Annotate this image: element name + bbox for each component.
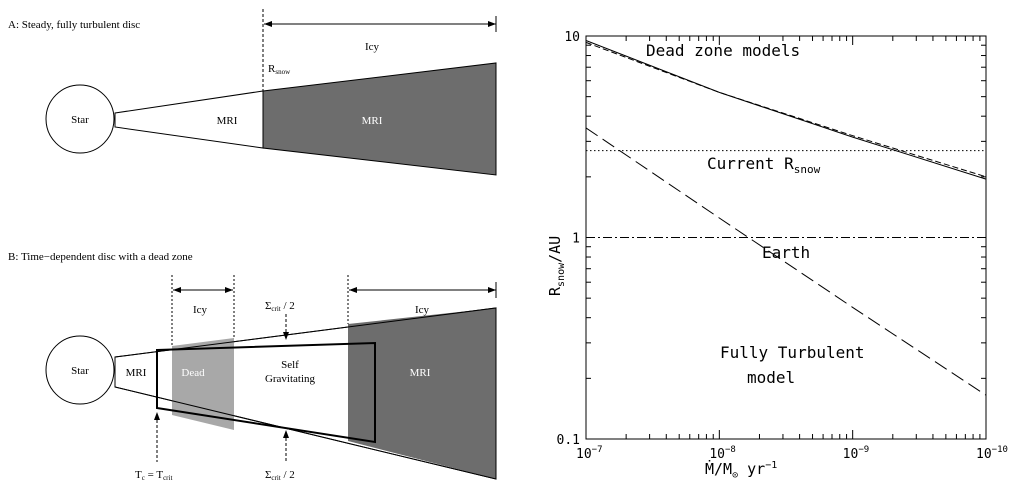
panel-b-icy-right-head-r xyxy=(488,287,496,293)
panel-b-tc-label: Tc = Tcrit xyxy=(135,469,172,482)
panel-b-sigma-bottom-head xyxy=(283,430,289,438)
series-line-dashed-short xyxy=(585,41,987,178)
y-axis-label: Rsnow/AU xyxy=(546,236,567,296)
panel-a-title: A: Steady, fully turbulent disc xyxy=(8,19,140,31)
annotation-dead-zone: Dead zone models xyxy=(646,41,800,60)
panel-b-sigma-bottom: Σcrit / 2 xyxy=(265,469,295,482)
annotation-fully-2: model xyxy=(747,368,795,387)
panel-b-mri-inner: MRI xyxy=(126,367,147,379)
rsnow-chart: 10−7 10−8 10−9 10−10 0.1 1 10 Dead zone models… xyxy=(546,30,1008,481)
panel-b-dead-region xyxy=(172,338,234,430)
panel-b-star-circle xyxy=(45,335,115,405)
panel-a: A: Steady, fully turbulent disc Star MRI… xyxy=(8,9,497,176)
panel-b-outer-mri-region xyxy=(348,308,496,479)
x-tick-label: 10−10 xyxy=(976,445,1008,462)
panel-a-outer-disc xyxy=(262,62,497,176)
annotation-fully-1: Fully Turbulent xyxy=(720,343,865,362)
panel-b-self-label-1: Self xyxy=(281,359,299,371)
y-tick-label: 10 xyxy=(564,30,580,45)
panel-b-mri-outer: MRI xyxy=(410,367,431,379)
panel-a-icy-arrowhead-right xyxy=(488,21,496,27)
panel-a-mri-inner: MRI xyxy=(217,115,238,127)
x-axis-label: Ṁ/M⊙ yr−1 xyxy=(705,459,777,481)
panel-b-title: B: Time−dependent disc with a dead zone xyxy=(8,251,193,263)
panel-b-icy-left-head-r xyxy=(225,287,233,293)
y-tick-label: 1 xyxy=(572,232,580,247)
x-tick-label: 10−7 xyxy=(576,445,603,462)
panel-b-sigma-top-head xyxy=(283,332,289,340)
panel-b-disc-edge xyxy=(114,307,497,480)
panel-b-self-label-2: Gravitating xyxy=(265,373,316,385)
panel-a-icy-label: Icy xyxy=(365,41,380,53)
panel-b-tc-head xyxy=(154,412,160,420)
panel-a-inner-disc xyxy=(114,90,264,149)
panel-b-star-label: Star xyxy=(71,365,89,377)
panel-a-star-circle xyxy=(45,84,115,154)
series-layer xyxy=(585,40,987,396)
panel-b-icy-right-head-l xyxy=(349,287,357,293)
panel-b-sigma-top: Σcrit / 2 xyxy=(265,300,295,313)
axis-ticks: 10−7 10−8 10−9 10−10 0.1 1 10 xyxy=(557,30,1008,462)
panel-b-dead-label: Dead xyxy=(181,367,205,379)
series-line-dashed-long xyxy=(585,127,987,396)
panel-a-icy-arrowhead-left xyxy=(264,21,272,27)
x-tick-label: 10−9 xyxy=(843,445,870,462)
panel-b-icy-right-label: Icy xyxy=(415,304,430,316)
panel-b-icy-left-label: Icy xyxy=(193,304,208,316)
panel-a-mri-outer: MRI xyxy=(362,115,383,127)
panel-b-self-grav-outline xyxy=(156,341,376,444)
x-tick-label: 10−8 xyxy=(709,445,736,462)
annotation-earth: Earth xyxy=(762,243,810,262)
panel-b: B: Time−dependent disc with a dead zone … xyxy=(8,251,497,482)
series-line-solid xyxy=(585,40,987,180)
panel-a-star-label: Star xyxy=(71,114,89,126)
annotation-current-rsnow: Current Rsnow xyxy=(707,154,821,176)
panel-a-rsnow-label: Rsnow xyxy=(268,63,291,76)
panel-b-icy-left-head-l xyxy=(173,287,181,293)
y-tick-label: 0.1 xyxy=(557,433,580,448)
